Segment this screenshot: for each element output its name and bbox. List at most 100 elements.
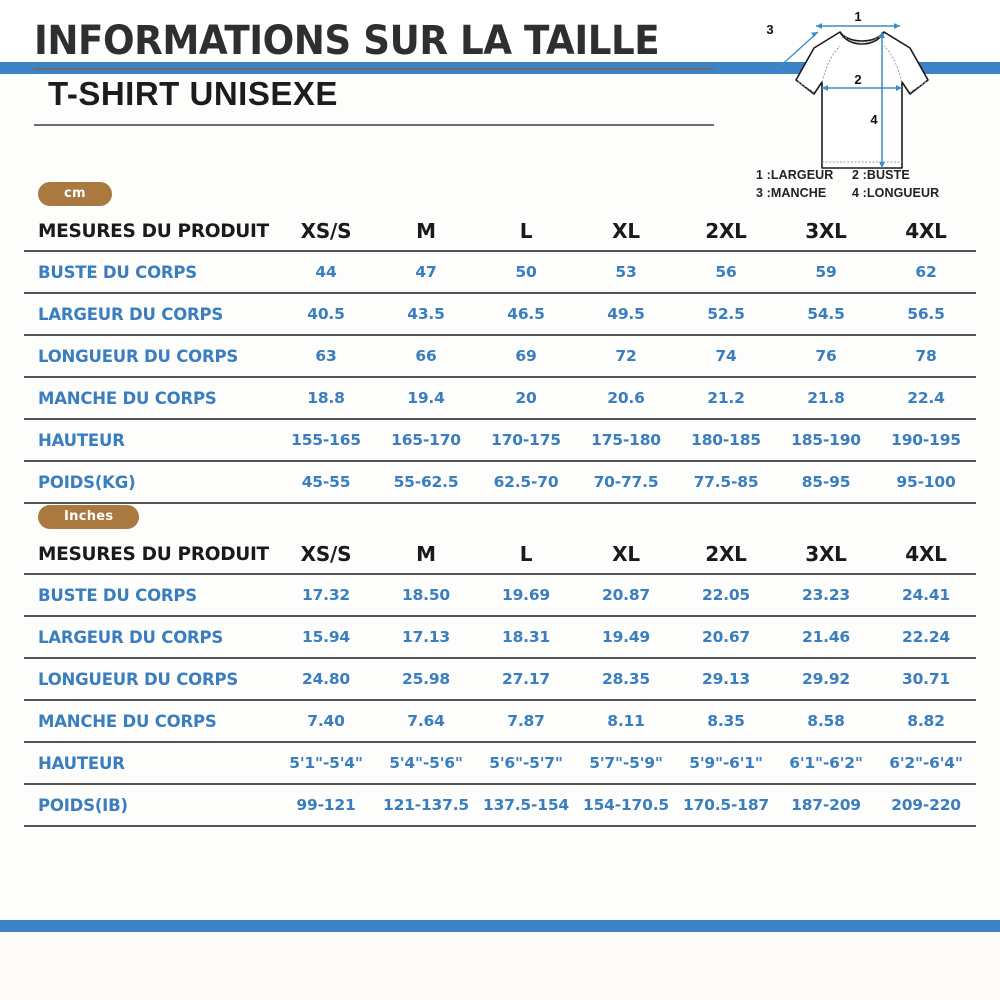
column-header-xl: XL	[576, 212, 676, 252]
page-title: INFORMATIONS SUR LA TAILLE	[34, 18, 660, 64]
table-row: LONGUEUR DU CORPS 63 66 69 72 74 76 78	[24, 335, 976, 378]
table-header-row: MESURES DU PRODUIT XS/S M L XL 2XL 3XL 4…	[24, 535, 976, 575]
cell-value: 20.6	[576, 377, 676, 420]
table-row: LARGEUR DU CORPS 15.94 17.13 18.31 19.49…	[24, 616, 976, 659]
cell-value: 7.40	[276, 700, 376, 743]
cell-value: 21.2	[676, 377, 776, 420]
cell-value: 55-62.5	[376, 461, 476, 504]
table-row: HAUTEUR 5'1"-5'4" 5'4"-5'6" 5'6"-5'7" 5'…	[24, 742, 976, 785]
cell-value: 47	[376, 251, 476, 294]
cell-value: 15.94	[276, 616, 376, 659]
page-subtitle: T-SHIRT UNISEXE	[48, 75, 338, 113]
row-label: HAUTEUR	[24, 419, 276, 462]
cell-value: 44	[276, 251, 376, 294]
row-label: BUSTE DU CORPS	[24, 251, 276, 294]
cell-value: 19.49	[576, 616, 676, 659]
measure-arrow-2-left	[822, 85, 828, 91]
measure-arrow-4-bottom	[879, 162, 885, 168]
cell-value: 29.92	[776, 658, 876, 701]
row-label: MANCHE DU CORPS	[24, 377, 276, 420]
cell-value: 52.5	[676, 293, 776, 336]
bottom-accent-bar	[0, 920, 1000, 932]
cell-value: 46.5	[476, 293, 576, 336]
diagram-legend: 1 :LARGEUR 2 :BUSTE 3 :MANCHE 4 :LONGUEUR	[756, 166, 971, 202]
measure-arrow-2-right	[896, 85, 902, 91]
cell-value: 23.23	[776, 574, 876, 617]
tshirt-diagram: 1 3 2 4	[752, 8, 972, 208]
cell-value: 28.35	[576, 658, 676, 701]
cell-value: 20.67	[676, 616, 776, 659]
cell-value: 17.32	[276, 574, 376, 617]
table-row: HAUTEUR 155-165 165-170 170-175 175-180 …	[24, 419, 976, 462]
cell-value: 63	[276, 335, 376, 378]
tshirt-measurement-svg: 1 3 2 4	[766, 9, 929, 169]
cuff-right	[909, 81, 927, 93]
cell-value: 17.13	[376, 616, 476, 659]
cell-value: 24.41	[876, 574, 976, 617]
size-table-cm-wrap: MESURES DU PRODUIT XS/S M L XL 2XL 3XL 4…	[24, 212, 976, 504]
cell-value: 209-220	[876, 784, 976, 827]
cell-value: 154-170.5	[576, 784, 676, 827]
cell-value: 8.82	[876, 700, 976, 743]
column-header-xl: XL	[576, 535, 676, 575]
cell-value: 30.71	[876, 658, 976, 701]
cell-value: 66	[376, 335, 476, 378]
unit-badge-inches-wrap: Inches	[38, 505, 140, 529]
measure-arrow-1-right	[894, 23, 900, 29]
column-header-4xl: 4XL	[876, 212, 976, 252]
cell-value: 25.98	[376, 658, 476, 701]
cell-value: 21.8	[776, 377, 876, 420]
cell-value: 18.31	[476, 616, 576, 659]
measure-label-2: 2	[854, 72, 861, 87]
measure-arrow-1-left	[816, 23, 822, 29]
cell-value: 180-185	[676, 419, 776, 462]
size-table-cm: MESURES DU PRODUIT XS/S M L XL 2XL 3XL 4…	[24, 212, 976, 504]
size-table-inches-wrap: MESURES DU PRODUIT XS/S M L XL 2XL 3XL 4…	[24, 535, 976, 827]
cell-value: 99-121	[276, 784, 376, 827]
cell-value: 76	[776, 335, 876, 378]
cell-value: 54.5	[776, 293, 876, 336]
cell-value: 49.5	[576, 293, 676, 336]
title-divider-bottom	[34, 124, 714, 127]
column-header-3xl: 3XL	[776, 535, 876, 575]
column-header-2xl: 2XL	[676, 212, 776, 252]
cell-value: 19.69	[476, 574, 576, 617]
cuff-left	[797, 81, 815, 93]
row-label: HAUTEUR	[24, 742, 276, 785]
cell-value: 70-77.5	[576, 461, 676, 504]
column-header-xs-s: XS/S	[276, 212, 376, 252]
cell-value: 18.50	[376, 574, 476, 617]
size-table-inches: MESURES DU PRODUIT XS/S M L XL 2XL 3XL 4…	[24, 535, 976, 827]
table-row: LONGUEUR DU CORPS 24.80 25.98 27.17 28.3…	[24, 658, 976, 701]
column-header-m: M	[376, 535, 476, 575]
row-label: LONGUEUR DU CORPS	[24, 658, 276, 701]
collar-inner	[842, 33, 882, 44]
bottom-margin	[0, 932, 1000, 1000]
cell-value: 185-190	[776, 419, 876, 462]
table-row: MANCHE DU CORPS 18.8 19.4 20 20.6 21.2 2…	[24, 377, 976, 420]
shirt-outline	[795, 31, 929, 169]
legend-item-longueur: 4 :LONGUEUR	[852, 186, 940, 201]
cell-value: 6'2"-6'4"	[876, 742, 976, 785]
column-header-measure: MESURES DU PRODUIT	[24, 535, 276, 575]
cell-value: 69	[476, 335, 576, 378]
cell-value: 53	[576, 251, 676, 294]
top-accent-bar	[0, 62, 1000, 74]
cell-value: 5'9"-6'1"	[676, 742, 776, 785]
legend-item-largeur: 1 :LARGEUR	[756, 168, 834, 182]
measure-label-3: 3	[766, 22, 773, 37]
cell-value: 6'1"-6'2"	[776, 742, 876, 785]
cell-value: 20.87	[576, 574, 676, 617]
cell-value: 22.24	[876, 616, 976, 659]
column-header-l: L	[476, 212, 576, 252]
row-label: POIDS(KG)	[24, 461, 276, 504]
sleeve-seam-left	[821, 45, 841, 83]
cell-value: 62.5-70	[476, 461, 576, 504]
measure-label-4: 4	[870, 112, 878, 127]
column-header-4xl: 4XL	[876, 535, 976, 575]
sleeve-seam-right	[883, 45, 903, 83]
unit-badge-cm: cm	[38, 182, 112, 206]
cell-value: 78	[876, 335, 976, 378]
cell-value: 170.5-187	[676, 784, 776, 827]
cell-value: 50	[476, 251, 576, 294]
